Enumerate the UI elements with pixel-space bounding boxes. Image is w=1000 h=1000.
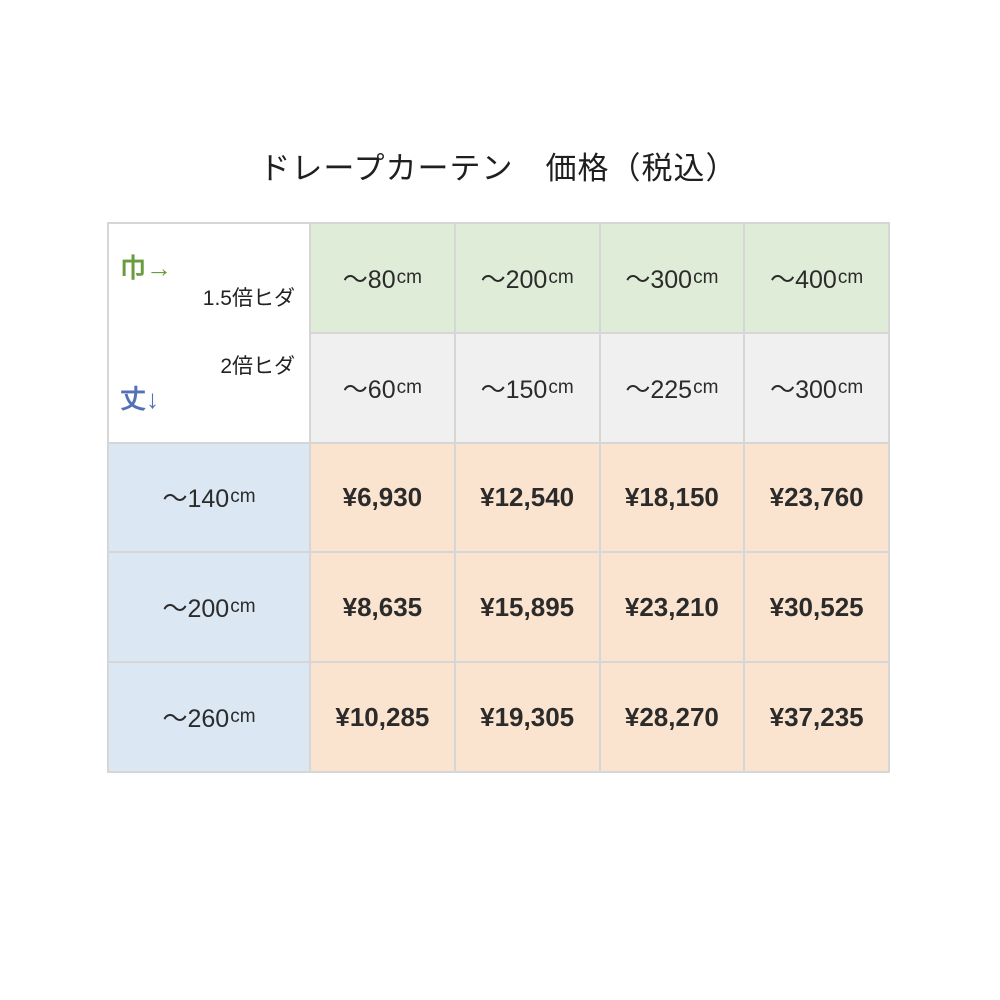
height-range: ～260 bbox=[162, 705, 230, 734]
unit-label: cm bbox=[396, 266, 422, 288]
price-cell: ¥28,270 bbox=[600, 663, 744, 771]
price-cell: ¥23,210 bbox=[600, 553, 744, 662]
width-header-1-5x: ～300 cm bbox=[600, 224, 744, 332]
unit-label: cm bbox=[230, 596, 256, 618]
price-cell: ¥10,285 bbox=[311, 663, 454, 771]
page-title: ドレープカーテン 価格（税込） bbox=[259, 151, 738, 186]
width-range: ～300 bbox=[625, 265, 693, 294]
width-header-1-5x: ～200 cm bbox=[455, 224, 599, 332]
unit-label: cm bbox=[837, 266, 864, 288]
height-row-header: ～260 cm bbox=[109, 663, 309, 771]
unit-label: cm bbox=[230, 706, 256, 728]
price-cell: ¥15,895 bbox=[455, 553, 599, 662]
unit-label: cm bbox=[693, 376, 719, 398]
width-range: ～60 bbox=[342, 375, 396, 404]
height-range: ～140 bbox=[162, 485, 230, 514]
unit-label: cm bbox=[837, 376, 864, 398]
pleat-1-5x-label: 1.5倍ヒダ bbox=[202, 287, 295, 310]
width-range: ～225 bbox=[625, 375, 693, 404]
price-table: 巾→ 1.5倍ヒダ 2倍ヒダ 丈↓ ～80 cm ～200 cm ～300 cm ～4… bbox=[107, 222, 890, 773]
unit-label: cm bbox=[693, 266, 719, 288]
price-cell: ¥30,525 bbox=[745, 553, 888, 662]
price-cell: ¥23,760 bbox=[745, 443, 888, 552]
width-range: ～200 bbox=[480, 265, 548, 294]
width-header-2x: ～60 cm bbox=[311, 333, 454, 442]
width-header-2x: ～225 cm bbox=[600, 333, 744, 442]
price-cell: ¥18,150 bbox=[600, 443, 744, 552]
width-range: ～300 bbox=[770, 375, 837, 404]
pleat-2x-label: 2倍ヒダ bbox=[220, 354, 295, 378]
width-header-2x: ～150 cm bbox=[455, 333, 599, 442]
unit-label: cm bbox=[230, 486, 256, 508]
price-cell: ¥12,540 bbox=[455, 443, 599, 552]
height-row-header: ～140 cm bbox=[109, 443, 309, 552]
unit-label: cm bbox=[548, 266, 574, 288]
unit-label: cm bbox=[396, 376, 422, 398]
price-cell: ¥37,235 bbox=[745, 663, 888, 771]
height-range: ～200 bbox=[162, 595, 230, 624]
width-range: ～80 bbox=[342, 265, 396, 294]
width-header-1-5x: ～400 cm bbox=[745, 224, 888, 332]
height-axis-label: 丈↓ bbox=[120, 383, 160, 414]
corner-cell: 巾→ 1.5倍ヒダ 2倍ヒダ 丈↓ bbox=[109, 224, 309, 442]
width-range: ～400 bbox=[770, 265, 837, 294]
height-row-header: ～200 cm bbox=[109, 553, 309, 662]
width-header-2x: ～300 cm bbox=[745, 333, 888, 442]
price-cell: ¥8,635 bbox=[311, 553, 454, 662]
width-header-1-5x: ～80 cm bbox=[311, 224, 454, 332]
width-axis-label: 巾→ bbox=[120, 253, 173, 283]
unit-label: cm bbox=[548, 376, 574, 398]
width-range: ～150 bbox=[480, 375, 548, 404]
price-cell: ¥19,305 bbox=[455, 663, 599, 771]
price-cell: ¥6,930 bbox=[311, 443, 454, 552]
